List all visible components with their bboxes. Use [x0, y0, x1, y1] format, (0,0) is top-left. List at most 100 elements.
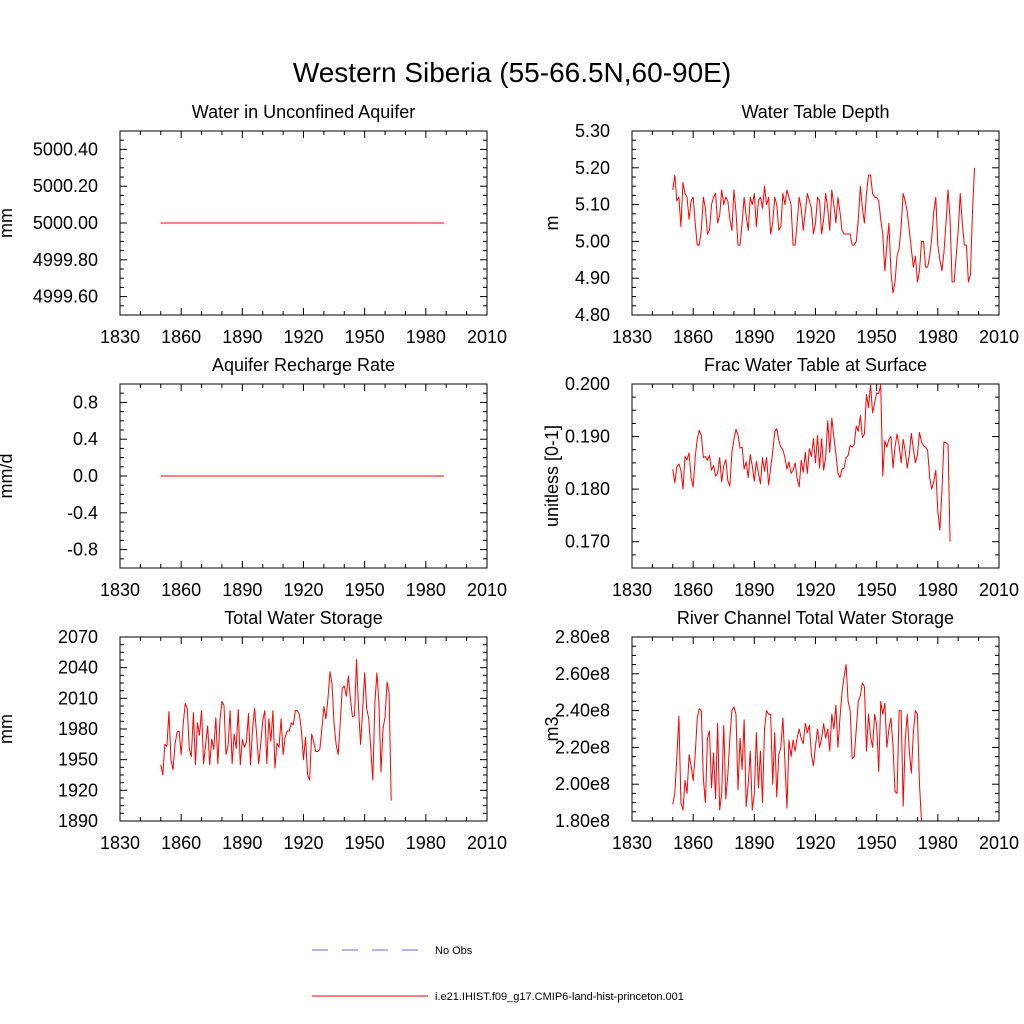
series-line	[672, 384, 951, 542]
x-tick-label: 1980	[406, 327, 446, 347]
x-tick-label: 2010	[979, 580, 1019, 600]
y-axis-label: unitless [0-1]	[542, 425, 562, 527]
x-tick-label: 1950	[857, 327, 897, 347]
x-tick-label: 1860	[161, 327, 201, 347]
x-tick-label: 1860	[673, 833, 713, 853]
series-line	[160, 658, 392, 801]
x-tick-label: 2010	[979, 833, 1019, 853]
y-tick-label: 5.30	[575, 121, 610, 141]
x-tick-label: 1920	[283, 833, 323, 853]
plot-frame	[119, 636, 488, 822]
y-axis-label: m3	[542, 716, 562, 741]
y-tick-label: 4999.60	[33, 287, 98, 307]
x-tick-label: 1860	[673, 580, 713, 600]
x-tick-label: 1920	[795, 327, 835, 347]
y-tick-label: 0.200	[565, 374, 610, 394]
y-tick-label: 4999.80	[33, 250, 98, 270]
panel-2: Water Table Depth 1830 1860 1890 1920 1950 198…	[542, 102, 1019, 347]
panel-title: River Channel Total Water Storage	[677, 608, 954, 628]
x-tick-label: 2010	[979, 327, 1019, 347]
panel-4: Frac Water Table at Surface 1830 1860 1890 1…	[542, 355, 1019, 600]
panel-3: Aquifer Recharge Rate 1830 1860 1890 1920 195…	[0, 355, 507, 600]
x-tick-label: 1950	[345, 580, 385, 600]
x-tick-label: 1920	[283, 580, 323, 600]
x-tick-label: 1890	[734, 833, 774, 853]
y-tick-label: 2.00e8	[555, 774, 610, 794]
x-tick-label: 1950	[345, 327, 385, 347]
y-tick-label: 2.20e8	[555, 737, 610, 757]
legend-label: No Obs	[435, 945, 473, 957]
y-tick-label: 0.170	[565, 532, 610, 552]
y-tick-label: 5.10	[575, 195, 610, 215]
x-tick-label: 1950	[345, 833, 385, 853]
x-tick-label: 1890	[222, 580, 262, 600]
y-tick-label: 0.180	[565, 479, 610, 499]
x-tick-label: 1890	[222, 833, 262, 853]
y-tick-label: -0.4	[67, 503, 98, 523]
y-tick-label: 2070	[58, 627, 98, 647]
panel-title: Frac Water Table at Surface	[704, 355, 927, 375]
plot-frame	[631, 383, 1000, 569]
y-tick-label: 5000.20	[33, 176, 98, 196]
x-tick-label: 1860	[673, 327, 713, 347]
y-tick-label: 1980	[58, 719, 98, 739]
y-axis-label: mm/d	[0, 454, 16, 499]
panel-title: Total Water Storage	[224, 608, 382, 628]
y-axis-label: mm	[0, 714, 16, 744]
legend: No Obs i.e21.IHIST.f09_g17.CMIP6-land-his…	[312, 945, 684, 1003]
y-tick-label: 4.80	[575, 305, 610, 325]
y-tick-label: 4.90	[575, 268, 610, 288]
x-tick-label: 1980	[918, 580, 958, 600]
x-tick-label: 1830	[612, 833, 652, 853]
x-tick-label: 1980	[918, 833, 958, 853]
panel-title: Water in Unconfined Aquifer	[192, 102, 415, 122]
legend-label: i.e21.IHIST.f09_g17.CMIP6-land-hist-prin…	[435, 991, 684, 1003]
y-tick-label: 5000.00	[33, 213, 98, 233]
y-tick-label: 0.190	[565, 427, 610, 447]
y-tick-label: 1.80e8	[555, 811, 610, 831]
figure-title: Western Siberia (55-66.5N,60-90E)	[293, 57, 731, 88]
x-tick-label: 1890	[734, 580, 774, 600]
x-tick-label: 1830	[100, 327, 140, 347]
x-tick-label: 1980	[406, 833, 446, 853]
x-tick-label: 1980	[918, 327, 958, 347]
x-tick-label: 1920	[795, 833, 835, 853]
panel-title: Aquifer Recharge Rate	[212, 355, 395, 375]
y-tick-label: 0.8	[73, 392, 98, 412]
x-tick-label: 1920	[795, 580, 835, 600]
y-tick-label: 1950	[58, 750, 98, 770]
x-tick-label: 1830	[612, 327, 652, 347]
x-tick-label: 1950	[857, 580, 897, 600]
x-tick-label: 1890	[734, 327, 774, 347]
x-tick-label: 2010	[467, 327, 507, 347]
y-tick-label: 5000.40	[33, 139, 98, 159]
x-tick-label: 2010	[467, 580, 507, 600]
y-tick-label: 0.0	[73, 466, 98, 486]
x-tick-label: 1860	[161, 580, 201, 600]
x-tick-label: 2010	[467, 833, 507, 853]
panel-6: River Channel Total Water Storage 1830 186…	[542, 608, 1019, 853]
series-line	[672, 167, 976, 294]
y-axis-label: m	[542, 216, 562, 231]
y-axis-label: mm	[0, 208, 16, 238]
x-tick-label: 1920	[283, 327, 323, 347]
y-tick-label: 0.4	[73, 429, 98, 449]
y-tick-label: 2010	[58, 688, 98, 708]
x-tick-label: 1980	[406, 580, 446, 600]
series-line	[672, 664, 923, 821]
y-tick-label: 2040	[58, 658, 98, 678]
x-tick-label: 1860	[161, 833, 201, 853]
y-tick-label: 5.20	[575, 158, 610, 178]
y-tick-label: -0.8	[67, 540, 98, 560]
x-tick-label: 1950	[857, 833, 897, 853]
x-tick-label: 1830	[100, 833, 140, 853]
y-tick-label: 2.60e8	[555, 664, 610, 684]
x-tick-label: 1890	[222, 327, 262, 347]
y-tick-label: 1920	[58, 780, 98, 800]
panel-1: Water in Unconfined Aquifer 1830 1860 1890 1…	[0, 102, 507, 347]
y-tick-label: 2.80e8	[555, 627, 610, 647]
y-tick-label: 2.40e8	[555, 701, 610, 721]
x-tick-label: 1830	[612, 580, 652, 600]
y-tick-label: 1890	[58, 811, 98, 831]
